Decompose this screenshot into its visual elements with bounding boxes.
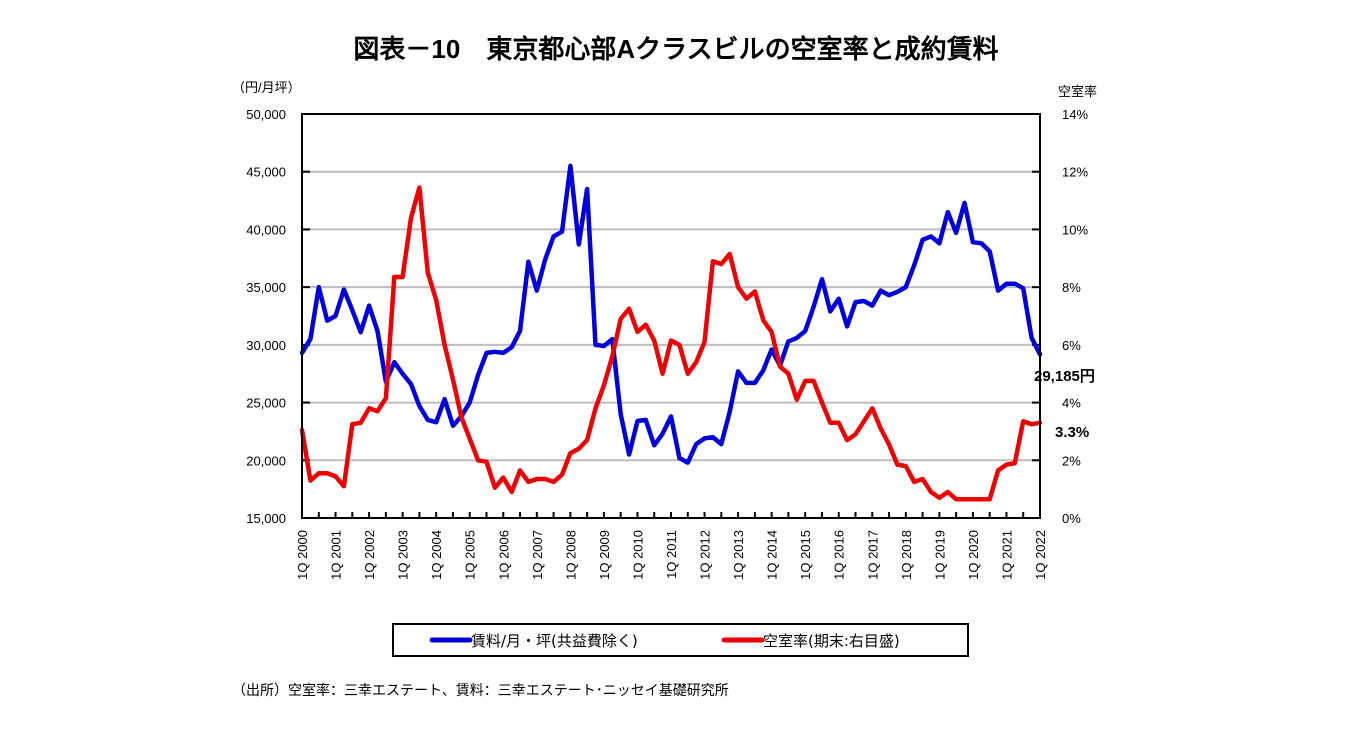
rent-series-line <box>299 163 1043 465</box>
x-tick-label: 1Q 2006 <box>496 530 511 580</box>
x-tick-label: 1Q 2016 <box>832 530 847 580</box>
x-tick-label: 1Q 2002 <box>362 530 377 580</box>
y-left-tick-label: 25,000 <box>246 396 286 411</box>
annotations: 29,185円 3.3% <box>1034 368 1095 441</box>
y-left-axis-label: （円/月坪） <box>232 80 301 95</box>
y-left-tick-label: 40,000 <box>246 222 286 237</box>
x-tick-label: 1Q 2017 <box>865 530 880 580</box>
y-right-tick-label: 4% <box>1062 396 1081 411</box>
y-right-ticks: 14% 12% 10% 8% 6% 4% 2% 0% <box>1032 107 1088 526</box>
x-tick-label: 1Q 2014 <box>765 530 780 580</box>
y-left-tick-label: 30,000 <box>246 338 286 353</box>
x-tick-label: 1Q 2022 <box>1033 530 1048 580</box>
y-right-tick-label: 14% <box>1062 107 1088 122</box>
y-right-tick-label: 12% <box>1062 165 1088 180</box>
y-left-tick-label: 35,000 <box>246 280 286 295</box>
rent-latest-label: 29,185円 <box>1034 368 1095 385</box>
chart-title: 図表－10 東京都心部Aクラスビルの空室率と成約賃料 <box>353 34 998 64</box>
source-note: （出所）空室率：三幸エステート、賃料：三幸エステート･ニッセイ基礎研究所 <box>232 683 729 699</box>
plot-frame <box>301 113 1041 519</box>
y-left-tick-label: 50,000 <box>246 107 286 122</box>
legend-label-rent: 賃料/月・坪(共益費除く) <box>471 632 638 650</box>
x-tick-label: 1Q 2008 <box>563 530 578 580</box>
vacancy-latest-label: 3.3% <box>1055 424 1089 441</box>
x-ticks: 1Q 2000 1Q 2001 1Q 2002 1Q 2003 1Q 2004 1Q 20… <box>295 512 1048 580</box>
y-left-tick-label: 45,000 <box>246 165 286 180</box>
x-tick-label: 1Q 2010 <box>630 530 645 580</box>
x-tick-label: 1Q 2004 <box>429 530 444 580</box>
x-tick-label: 1Q 2001 <box>329 530 344 580</box>
x-tick-label: 1Q 2019 <box>932 530 947 580</box>
y-right-tick-label: 10% <box>1062 222 1088 237</box>
x-tick-label: 1Q 2015 <box>798 530 813 580</box>
y-right-tick-label: 0% <box>1062 511 1081 526</box>
legend-label-vacancy: 空室率(期末:右目盛) <box>763 632 900 650</box>
x-tick-label: 1Q 2000 <box>295 530 310 580</box>
x-tick-label: 1Q 2018 <box>899 530 914 580</box>
y-left-tick-label: 20,000 <box>246 453 286 468</box>
y-right-tick-label: 8% <box>1062 280 1081 295</box>
legend: 賃料/月・坪(共益費除く) 空室率(期末:右目盛) <box>392 623 969 657</box>
x-tick-label: 1Q 2012 <box>698 530 713 580</box>
x-tick-label: 1Q 2011 <box>664 530 679 579</box>
legend-box <box>392 623 969 657</box>
y-right-tick-label: 6% <box>1062 338 1081 353</box>
x-tick-label: 1Q 2021 <box>999 530 1014 580</box>
y-left-tick-label: 15,000 <box>246 511 286 526</box>
x-tick-label: 1Q 2007 <box>530 530 545 580</box>
x-tick-label: 1Q 2003 <box>396 530 411 580</box>
x-tick-label: 1Q 2013 <box>731 530 746 580</box>
x-tick-label: 1Q 2005 <box>463 530 478 580</box>
x-tick-label: 1Q 2020 <box>966 530 981 580</box>
x-tick-label: 1Q 2009 <box>597 530 612 580</box>
series-group <box>299 163 1043 502</box>
vacancy-series-line <box>299 185 1043 502</box>
y-right-tick-label: 2% <box>1062 453 1081 468</box>
y-right-axis-label: 空室率 <box>1058 84 1097 99</box>
y-left-ticks: 50,000 45,000 40,000 35,000 30,000 25,000 20,0… <box>246 107 310 526</box>
